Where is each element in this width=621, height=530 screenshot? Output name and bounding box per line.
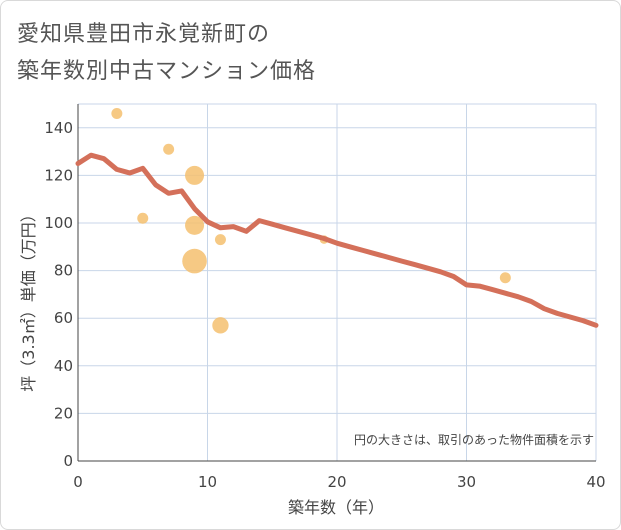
size-legend-note: 円の大きさは、取引のあった物件面積を示す [354, 432, 594, 447]
y-tick-label-140: 140 [44, 119, 73, 137]
x-tick-label-20: 20 [327, 473, 346, 491]
bubble-point-1 [137, 212, 149, 224]
y-tick-label-60: 60 [54, 309, 73, 327]
bubble-point-4 [185, 215, 205, 235]
x-tick-label-40: 40 [586, 473, 605, 491]
bubble-point-5 [182, 248, 207, 274]
y-tick-label-120: 120 [44, 166, 73, 184]
x-tick-label-10: 10 [198, 473, 217, 491]
average-price-line [75, 152, 599, 328]
y-tick-label-100: 100 [44, 214, 73, 232]
y-tick-label-80: 80 [54, 262, 73, 280]
bubble-series [111, 108, 511, 334]
x-axis-title: 築年数（年） [288, 498, 384, 517]
average-line-series [75, 152, 599, 328]
y-tick-label-40: 40 [54, 357, 73, 375]
y-tick-label-20: 20 [54, 404, 73, 422]
bubble-point-2 [163, 143, 175, 155]
y-axis-title: 坪（3.3㎡）単価（万円） [19, 206, 38, 391]
x-tick-label-0: 0 [73, 473, 83, 491]
chart-title-line-2: 築年数別中古マンション価格 [17, 59, 317, 84]
grid-lines [78, 103, 597, 461]
y-tick-label-0: 0 [63, 452, 73, 470]
bubble-point-7 [212, 317, 229, 334]
tick-labels: 0 10 20 30 40 0 20 40 60 80 100 120 140 [44, 119, 605, 491]
bubble-point-3 [185, 165, 205, 185]
bubble-point-0 [111, 108, 123, 120]
bubble-point-6 [214, 234, 226, 246]
bubble-point-9 [499, 272, 511, 284]
x-tick-label-30: 30 [457, 473, 476, 491]
chart-title-line-1: 愛知県豊田市永覚新町の [17, 22, 271, 47]
